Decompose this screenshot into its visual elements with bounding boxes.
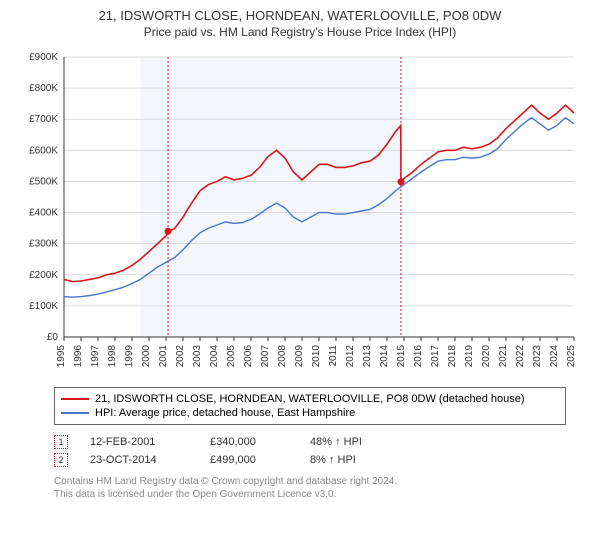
svg-text:2014: 2014 <box>379 345 390 368</box>
sale-price: £340,000 <box>210 436 310 448</box>
svg-text:2021: 2021 <box>498 345 509 368</box>
svg-text:£400K: £400K <box>29 208 58 219</box>
legend-label: 21, IDSWORTH CLOSE, HORNDEAN, WATERLOOVI… <box>95 393 525 405</box>
svg-text:£200K: £200K <box>29 270 58 281</box>
svg-text:1995: 1995 <box>56 345 67 368</box>
footer-line-2: This data is licensed under the Open Gov… <box>54 488 566 501</box>
svg-text:2009: 2009 <box>294 345 305 368</box>
svg-text:£0: £0 <box>47 332 59 343</box>
svg-text:2003: 2003 <box>192 345 203 368</box>
legend-row: HPI: Average price, detached house, East… <box>61 406 559 420</box>
svg-text:2025: 2025 <box>566 345 577 368</box>
legend-swatch <box>61 398 89 400</box>
svg-text:2000: 2000 <box>141 345 152 368</box>
svg-text:2012: 2012 <box>345 345 356 368</box>
svg-text:2008: 2008 <box>277 345 288 368</box>
legend-label: HPI: Average price, detached house, East… <box>95 407 355 419</box>
sale-date: 23-OCT-2014 <box>90 454 210 466</box>
svg-text:£700K: £700K <box>29 114 58 125</box>
svg-text:2023: 2023 <box>532 345 543 368</box>
legend-box: 21, IDSWORTH CLOSE, HORNDEAN, WATERLOOVI… <box>54 387 566 425</box>
svg-text:2010: 2010 <box>311 345 322 368</box>
sales-table: 1 12-FEB-2001£340,00048% ↑ HPI 2 23-OCT-201… <box>54 433 566 469</box>
svg-text:1996: 1996 <box>73 345 84 368</box>
legend-row: 21, IDSWORTH CLOSE, HORNDEAN, WATERLOOVI… <box>61 392 559 406</box>
svg-text:£600K: £600K <box>29 145 58 156</box>
chart-title: 21, IDSWORTH CLOSE, HORNDEAN, WATERLOOVI… <box>14 8 586 23</box>
svg-text:£100K: £100K <box>29 301 58 312</box>
svg-text:2024: 2024 <box>549 345 560 368</box>
svg-text:1997: 1997 <box>90 345 101 368</box>
svg-text:£500K: £500K <box>29 176 58 187</box>
chart-plot-area: £0 £100K £200K £300K £400K £500K £600K £700K £80… <box>14 47 586 377</box>
svg-text:2006: 2006 <box>243 345 254 368</box>
sale-marker-box: 2 <box>54 453 68 467</box>
line-chart-svg: £0 £100K £200K £300K £400K £500K £600K £700K £80… <box>14 47 584 377</box>
chart-subtitle: Price paid vs. HM Land Registry's House … <box>14 25 586 39</box>
svg-text:2018: 2018 <box>447 345 458 368</box>
svg-text:1998: 1998 <box>107 345 118 368</box>
sale-hpi-ratio: 48% ↑ HPI <box>310 436 410 448</box>
svg-text:2001: 2001 <box>158 345 169 368</box>
sale-date: 12-FEB-2001 <box>90 436 210 448</box>
svg-text:2007: 2007 <box>260 345 271 368</box>
svg-text:2002: 2002 <box>175 345 186 368</box>
sale-marker-box: 1 <box>54 435 68 449</box>
svg-text:£300K: £300K <box>29 239 58 250</box>
svg-text:2011: 2011 <box>328 345 339 367</box>
svg-text:£800K: £800K <box>29 83 58 94</box>
svg-text:2015: 2015 <box>396 345 407 368</box>
svg-text:2022: 2022 <box>515 345 526 368</box>
svg-text:2004: 2004 <box>209 345 220 368</box>
svg-text:2005: 2005 <box>226 345 237 368</box>
sale-row: 1 12-FEB-2001£340,00048% ↑ HPI <box>54 433 566 451</box>
sale-row: 2 23-OCT-2014£499,0008% ↑ HPI <box>54 451 566 469</box>
svg-text:2019: 2019 <box>464 345 475 368</box>
svg-text:2020: 2020 <box>481 345 492 368</box>
svg-text:2017: 2017 <box>430 345 441 368</box>
sale-hpi-ratio: 8% ↑ HPI <box>310 454 410 466</box>
svg-text:1999: 1999 <box>124 345 135 368</box>
chart-container: 21, IDSWORTH CLOSE, HORNDEAN, WATERLOOVI… <box>0 0 600 509</box>
legend-swatch <box>61 412 89 414</box>
sale-price: £499,000 <box>210 454 310 466</box>
svg-text:£900K: £900K <box>29 52 58 63</box>
footer-line-1: Contains HM Land Registry data © Crown c… <box>54 475 566 488</box>
svg-text:2013: 2013 <box>362 345 373 368</box>
footer-attribution: Contains HM Land Registry data © Crown c… <box>54 475 566 501</box>
svg-text:2016: 2016 <box>413 345 424 368</box>
